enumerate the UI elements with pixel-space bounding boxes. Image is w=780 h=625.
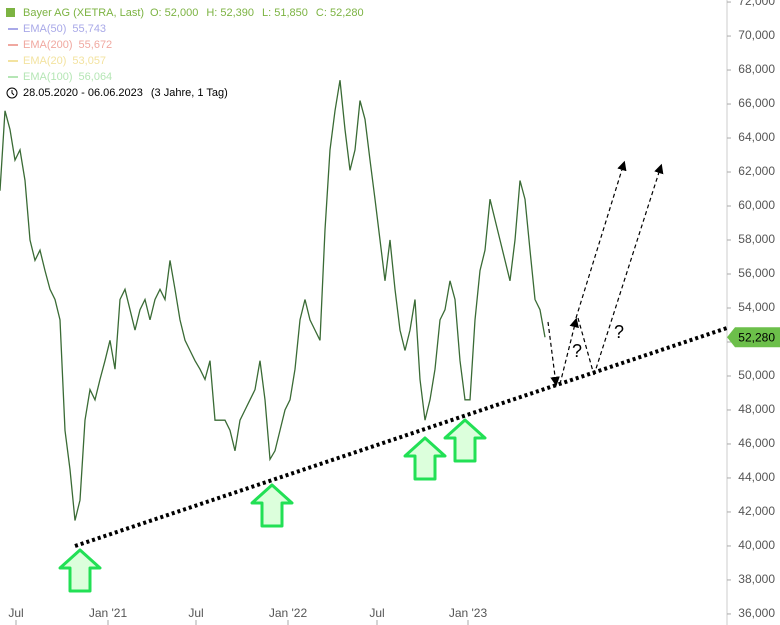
y-tick-label: 40,000	[738, 538, 775, 552]
legend-indicator-value: 53,057	[72, 55, 106, 67]
y-tick-label: 62,000	[738, 164, 775, 178]
legend-icon	[6, 8, 15, 17]
last-price-label: 52,280	[738, 330, 775, 344]
scenario-arrow	[575, 160, 627, 319]
x-tick-label: Jul	[8, 606, 23, 620]
x-tick-label: Jan '22	[269, 606, 308, 620]
legend-ohlc: C: 52,280	[316, 7, 364, 19]
legend-indicator-value: 55,672	[79, 39, 113, 51]
y-tick-label: 36,000	[738, 606, 775, 620]
scenario-arrow	[559, 317, 579, 385]
y-tick-label: 64,000	[738, 130, 775, 144]
y-tick-label: 70,000	[738, 28, 775, 42]
legend-instrument: Bayer AG (XETRA, Last)	[23, 7, 144, 19]
trendline	[74, 326, 728, 548]
y-tick-label: 54,000	[738, 300, 775, 314]
support-arrow	[403, 436, 447, 481]
legend-ohlc: L: 51,850	[262, 7, 308, 19]
last-price-tag	[727, 327, 780, 348]
annotation: ?	[572, 341, 582, 361]
support-arrow	[250, 483, 294, 528]
y-tick-label: 48,000	[738, 402, 775, 416]
y-tick-label: 68,000	[738, 62, 775, 76]
support-arrow	[58, 548, 102, 593]
y-tick-label: 38,000	[738, 572, 775, 586]
y-tick-label: 60,000	[738, 198, 775, 212]
legend: Bayer AG (XETRA, Last) O: 52,000 H: 52,390…	[6, 7, 364, 99]
y-tick-label: 46,000	[738, 436, 775, 450]
y-tick-label: 56,000	[738, 266, 775, 280]
legend-indicator-value: 55,743	[72, 23, 106, 35]
price-line	[0, 80, 546, 521]
period-icon	[6, 87, 18, 99]
period-icon	[11, 90, 15, 96]
scenario-arrow	[547, 321, 560, 387]
legend-ohlc: H: 52,390	[206, 7, 254, 19]
y-tick-label: 72,000	[738, 0, 775, 8]
y-tick-label: 66,000	[738, 96, 775, 110]
scenario-arrow	[577, 317, 595, 376]
y-tick-label: 42,000	[738, 504, 775, 518]
x-tick-label: Jul	[369, 606, 384, 620]
support-arrow	[443, 418, 487, 463]
legend-indicator: EMA(20)	[23, 55, 66, 67]
annotation: ?	[614, 322, 624, 342]
scenario-arrow	[593, 163, 664, 376]
legend-ohlc: O: 52,000	[150, 7, 198, 19]
y-tick-label: 58,000	[738, 232, 775, 246]
x-tick-label: Jan '21	[89, 606, 128, 620]
legend-indicator: EMA(200)	[23, 39, 73, 51]
legend-indicator: EMA(100)	[23, 71, 73, 83]
y-tick-label: 44,000	[738, 470, 775, 484]
legend-indicator-value: 56,064	[79, 71, 113, 83]
x-tick-label: Jan '23	[449, 606, 488, 620]
x-tick-label: Jul	[188, 606, 203, 620]
y-tick-label: 50,000	[738, 368, 775, 382]
legend-range: (3 Jahre, 1 Tag)	[151, 87, 228, 99]
legend-period: 28.05.2020 - 06.06.2023	[23, 87, 143, 99]
legend-indicator: EMA(50)	[23, 23, 66, 35]
